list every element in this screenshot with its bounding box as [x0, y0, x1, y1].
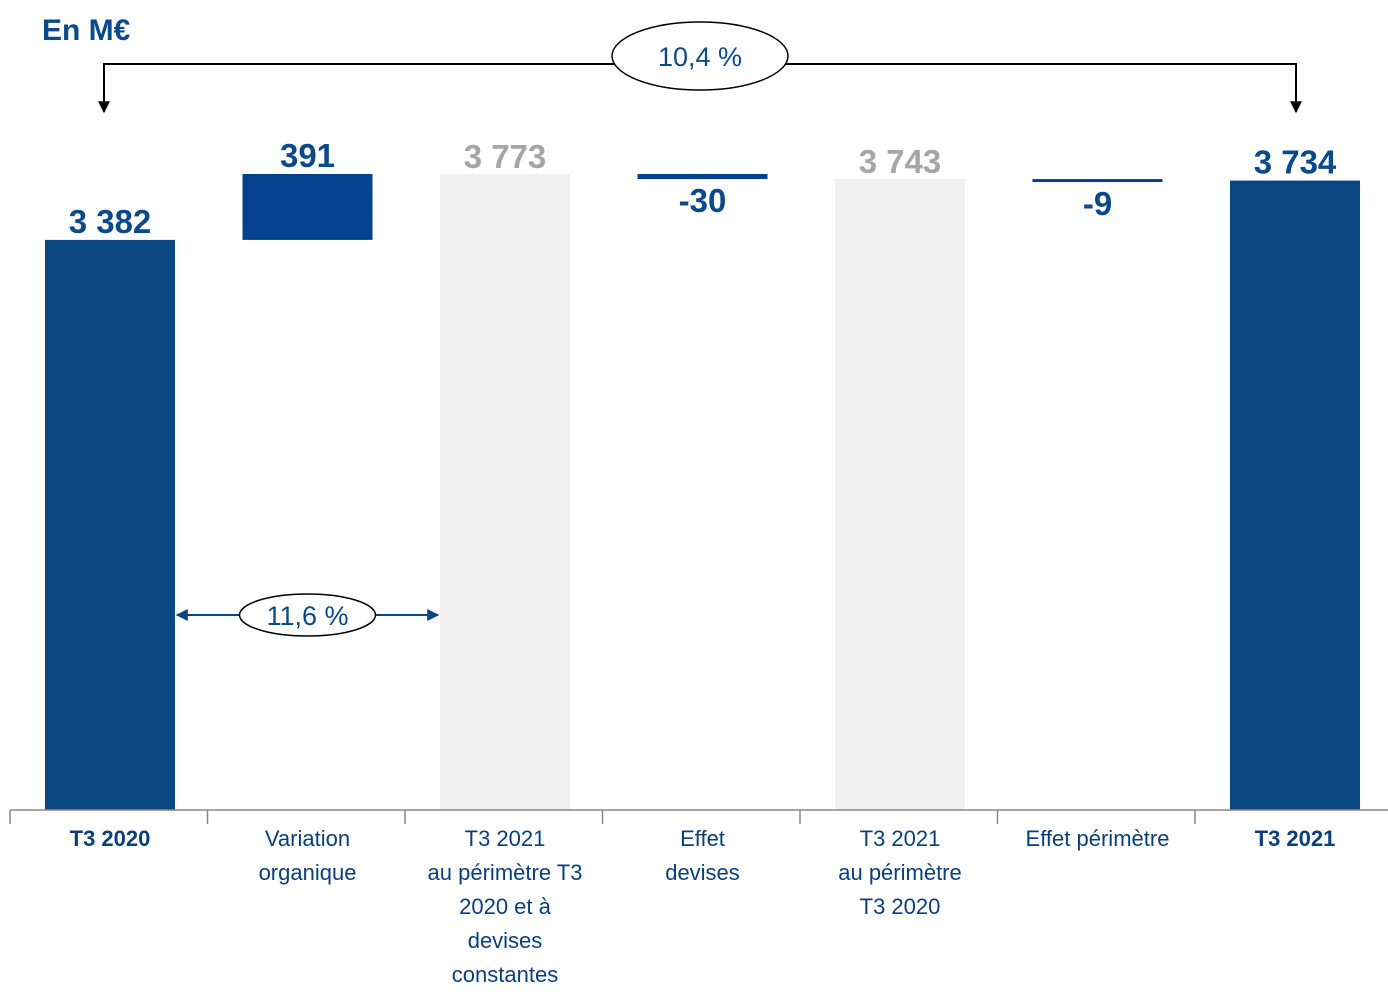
bar-1 — [242, 174, 373, 240]
category-label-4: T3 2021 au périmètre T3 2020 — [838, 826, 962, 919]
growth-ellipse — [611, 21, 789, 91]
category-label-2: T3 2021 au périmètre T3 2020 et à devise… — [427, 826, 583, 987]
bar-6 — [1230, 180, 1360, 810]
value-label-2: 3 773 — [464, 138, 547, 175]
value-labels-group: 3 382 391 3 773 -30 3 743 -9 3 734 — [69, 137, 1337, 240]
value-label-1: 391 — [280, 137, 335, 174]
category-label-0: T3 2020 — [69, 826, 151, 851]
unit-label: En M€ — [42, 14, 131, 47]
category-label-3: Effet devises — [665, 826, 740, 885]
value-label-6: 3 734 — [1254, 144, 1337, 181]
bar-4 — [835, 179, 965, 810]
category-label-1: Variation organique — [258, 826, 357, 885]
bar-0 — [45, 239, 175, 810]
category-label-5: Effet périmètre — [1025, 826, 1170, 851]
growth-label: 10,4 % — [658, 42, 742, 72]
organic-label: 11,6 % — [266, 601, 348, 631]
value-label-5: -9 — [1083, 185, 1112, 222]
x-axis — [9, 809, 1388, 824]
bar-3 — [637, 174, 768, 180]
annotations-group: 10,4 % 11,6 % — [98, 21, 1302, 637]
organic-ellipse — [238, 593, 377, 637]
value-label-0: 3 382 — [69, 203, 152, 240]
value-label-4: 3 743 — [859, 143, 942, 180]
bars-group — [45, 174, 1360, 810]
value-label-3: -30 — [679, 182, 727, 219]
bar-2 — [440, 174, 570, 810]
bar-5 — [1032, 179, 1163, 183]
category-label-6: T3 2021 — [1254, 826, 1336, 851]
